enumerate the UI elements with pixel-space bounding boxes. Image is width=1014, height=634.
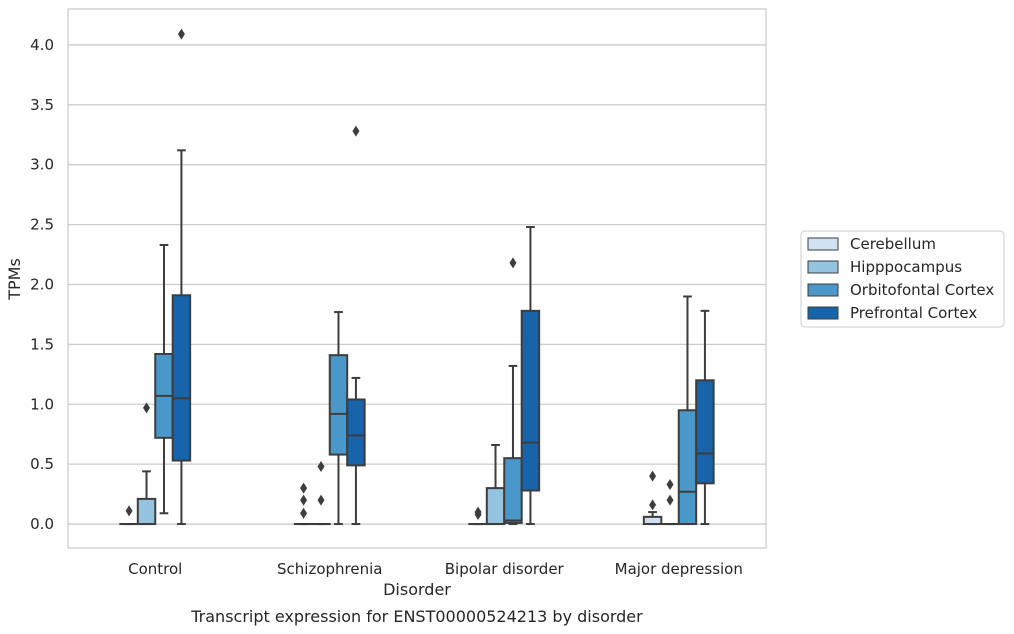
outlier-point (177, 28, 185, 40)
y-tick-label: 1.0 (30, 395, 54, 413)
box-hipppocampus (485, 443, 506, 526)
y-tick-label: 1.5 (30, 335, 54, 353)
legend-label: Cerebellum (850, 235, 936, 253)
box-orbitofontal-cortex (677, 295, 698, 526)
outlier-point (125, 505, 133, 517)
x-tick-label: Schizophrenia (277, 560, 382, 578)
box-cerebellum (119, 505, 139, 526)
outlier-point (666, 479, 674, 491)
x-tick-label: Control (128, 560, 182, 578)
outlier-point (143, 402, 151, 414)
iqr-box (642, 515, 663, 526)
outlier-point (300, 494, 308, 506)
y-tick-label: 0.0 (30, 515, 54, 533)
box-orbitofontal-cortex (154, 243, 174, 515)
y-tick-label: 0.5 (30, 455, 54, 473)
box-hipppocampus (660, 479, 680, 526)
box-hipppocampus (311, 461, 331, 526)
iqr-box (171, 294, 192, 462)
outlier-point (300, 482, 308, 494)
box-cerebellum (293, 482, 314, 526)
x-tick-label: Bipolar disorder (445, 560, 565, 578)
legend-swatch (807, 260, 839, 274)
outlier-point (352, 125, 360, 137)
outlier-point (317, 494, 325, 506)
iqr-box (503, 457, 523, 524)
legend-label: Prefrontal Cortex (850, 304, 977, 322)
outlier-point (649, 470, 657, 482)
y-tick-label: 2.5 (30, 216, 54, 234)
legend-swatch (807, 237, 839, 251)
outlier-point (317, 461, 325, 473)
y-tick-label: 4.0 (30, 36, 54, 54)
legend-swatch (807, 306, 839, 320)
outlier-point (649, 499, 657, 511)
legend-label: Orbitofontal Cortex (850, 281, 994, 299)
plot-frame (67, 8, 767, 549)
box-prefrontal-cortex (346, 125, 366, 526)
y-tick-labels: 0.0 0.5 1.0 1.5 2.0 2.5 3.0 3.5 4.0 (30, 36, 54, 533)
iqr-box (695, 379, 715, 485)
box-plots (119, 28, 715, 526)
outlier-point (666, 494, 674, 506)
box-cerebellum (642, 470, 663, 526)
box-prefrontal-cortex (520, 225, 541, 526)
box-prefrontal-cortex (695, 309, 715, 526)
legend: Cerebellum Hipppocampus Orbitofontal Corte… (800, 230, 1005, 328)
box-hipppocampus (136, 402, 157, 526)
outlier-point (300, 507, 308, 519)
y-tick-label: 3.5 (30, 96, 54, 114)
box-prefrontal-cortex (171, 28, 192, 526)
y-tick-label: 2.0 (30, 275, 54, 293)
box-cerebellum (468, 506, 488, 526)
x-axis-label: Disorder (383, 580, 451, 599)
outlier-point (474, 506, 482, 518)
legend-swatch (807, 283, 839, 297)
legend-label: Hipppocampus (850, 258, 962, 276)
iqr-box (346, 398, 366, 467)
x-tick-label: Major depression (615, 560, 743, 578)
chart-title: Transcript expression for ENST0000052421… (190, 607, 643, 626)
iqr-box (520, 309, 541, 492)
outlier-point (509, 257, 517, 269)
x-tick-labels: Control Schizophrenia Bipolar disorder Majo… (128, 560, 743, 578)
iqr-box (136, 497, 157, 526)
iqr-box (677, 409, 698, 526)
iqr-box (328, 354, 349, 456)
box-orbitofontal-cortex (503, 257, 523, 526)
y-tick-label: 3.0 (30, 156, 54, 174)
y-axis-label: TPMs (5, 258, 24, 301)
legend-frame (800, 230, 1005, 328)
iqr-box (485, 487, 506, 526)
